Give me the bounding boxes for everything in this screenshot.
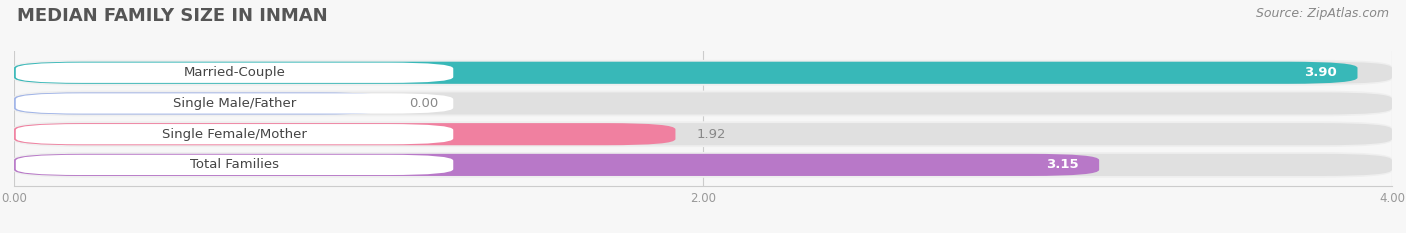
- Text: Single Male/Father: Single Male/Father: [173, 97, 297, 110]
- FancyBboxPatch shape: [14, 154, 1392, 176]
- Text: Single Female/Mother: Single Female/Mother: [162, 128, 307, 141]
- FancyBboxPatch shape: [15, 63, 453, 83]
- FancyBboxPatch shape: [15, 93, 453, 114]
- Text: 3.90: 3.90: [1305, 66, 1337, 79]
- FancyBboxPatch shape: [14, 121, 1392, 147]
- FancyBboxPatch shape: [14, 60, 1392, 86]
- Text: Total Families: Total Families: [190, 158, 278, 171]
- FancyBboxPatch shape: [15, 124, 453, 144]
- Text: Source: ZipAtlas.com: Source: ZipAtlas.com: [1256, 7, 1389, 20]
- Text: 1.92: 1.92: [696, 128, 725, 141]
- Text: MEDIAN FAMILY SIZE IN INMAN: MEDIAN FAMILY SIZE IN INMAN: [17, 7, 328, 25]
- FancyBboxPatch shape: [14, 62, 1392, 84]
- FancyBboxPatch shape: [14, 123, 675, 145]
- FancyBboxPatch shape: [14, 152, 1392, 178]
- FancyBboxPatch shape: [14, 91, 1392, 116]
- FancyBboxPatch shape: [14, 123, 1392, 145]
- Text: Married-Couple: Married-Couple: [184, 66, 285, 79]
- FancyBboxPatch shape: [14, 62, 1358, 84]
- FancyBboxPatch shape: [14, 154, 1099, 176]
- FancyBboxPatch shape: [15, 155, 453, 175]
- Text: 0.00: 0.00: [409, 97, 439, 110]
- FancyBboxPatch shape: [14, 93, 1392, 115]
- FancyBboxPatch shape: [14, 93, 389, 115]
- Text: 3.15: 3.15: [1046, 158, 1078, 171]
